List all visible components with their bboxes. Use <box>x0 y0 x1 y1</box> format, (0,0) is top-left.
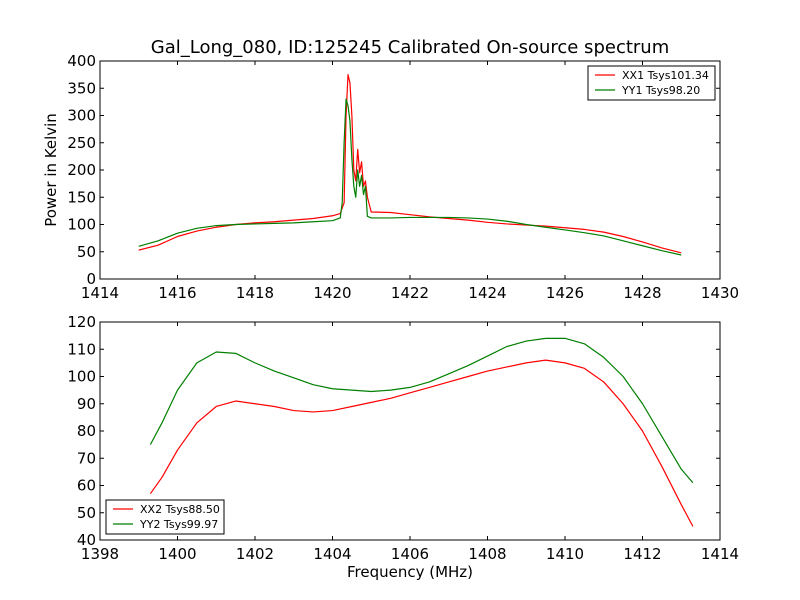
series-line-xx1 <box>138 74 682 254</box>
chart-title: Gal_Long_080, ID:125245 Calibrated On-so… <box>151 37 669 58</box>
y-tick-label: 200 <box>67 161 96 179</box>
y-tick-label: 50 <box>77 504 96 522</box>
legend-entry: YY2 Tsys99.97 <box>139 518 218 531</box>
x-tick-label: 1400 <box>158 545 196 563</box>
y-tick-label: 400 <box>67 52 96 70</box>
y-tick-label: 50 <box>77 243 96 261</box>
y-axis-label: Power in Kelvin <box>42 113 60 227</box>
bottom-spectrum-plot: 1398 1400 1402 1404 1406 1408 1410 1412 1414 40 50… <box>67 313 739 581</box>
x-tick-label: 1414 <box>81 284 119 302</box>
y-tick-label: 110 <box>67 340 96 358</box>
y-tick-label: 100 <box>67 368 96 386</box>
legend-entry: XX2 Tsys88.50 <box>140 503 220 516</box>
x-tick-label: 1406 <box>391 545 429 563</box>
x-tick-label: 1418 <box>236 284 274 302</box>
x-tick-label: 1422 <box>391 284 429 302</box>
x-tick-label: 1426 <box>546 284 584 302</box>
y-tick-label: 0 <box>86 270 96 288</box>
y-tick-label: 80 <box>77 422 96 440</box>
x-tick-label: 1402 <box>236 545 274 563</box>
x-tick-label: 1414 <box>701 545 739 563</box>
x-tick-label: 1410 <box>546 545 584 563</box>
x-tick-label: 1412 <box>623 545 661 563</box>
y-tick-label: 40 <box>77 531 96 549</box>
legend: XX1 Tsys101.34 YY1 Tsys98.20 <box>587 65 716 101</box>
y-tick-label: 120 <box>67 313 96 331</box>
x-tick-label: 1428 <box>623 284 661 302</box>
y-tick-label: 300 <box>67 107 96 125</box>
y-tick-label: 100 <box>67 216 96 234</box>
y-tick-label: 350 <box>67 79 96 97</box>
y-tick-label: 60 <box>77 477 96 495</box>
series-line-yy1 <box>138 98 682 256</box>
y-tick-label: 70 <box>77 449 96 467</box>
x-axis-label: Frequency (MHz) <box>347 563 473 581</box>
y-tick-label: 90 <box>77 395 96 413</box>
top-spectrum-plot: 1414 1416 1418 1420 1422 1424 1426 1428 1430 0 50 1… <box>42 52 739 302</box>
x-tick-label: 1404 <box>313 545 351 563</box>
x-tick-label: 1416 <box>158 284 196 302</box>
series-line-yy2 <box>149 337 694 484</box>
x-tick-label: 1430 <box>701 284 739 302</box>
legend-entry: XX1 Tsys101.34 <box>622 69 709 82</box>
x-tick-label: 1424 <box>468 284 506 302</box>
y-tick-label: 150 <box>67 188 96 206</box>
x-tick-label: 1408 <box>468 545 506 563</box>
series-line-xx2 <box>149 359 694 527</box>
legend: XX2 Tsys88.50 YY2 Tsys99.97 <box>105 499 225 535</box>
legend-box <box>105 499 225 535</box>
legend-entry: YY1 Tsys98.20 <box>621 84 700 97</box>
y-tick-label: 250 <box>67 134 96 152</box>
legend-box <box>587 65 716 101</box>
x-tick-label: 1398 <box>81 545 119 563</box>
x-tick-label: 1420 <box>313 284 351 302</box>
